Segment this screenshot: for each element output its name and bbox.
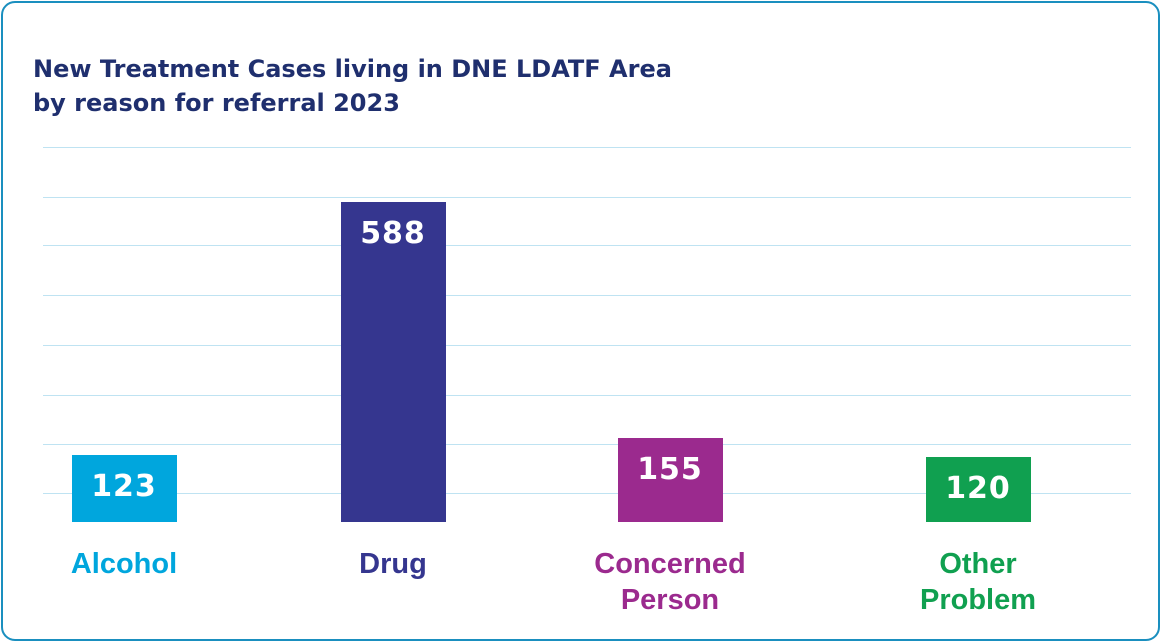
x-tick-label: Concerned Person — [594, 548, 746, 616]
x-tick-label: Alcohol — [70, 548, 178, 580]
grid-line — [43, 197, 1131, 198]
data-label: 120 — [945, 470, 1011, 506]
bar — [71, 455, 177, 522]
x-tick-label: Other Problem — [919, 548, 1037, 616]
grid-line — [43, 395, 1131, 396]
bar — [925, 456, 1031, 522]
grid-line — [43, 295, 1131, 296]
grid-line — [43, 493, 1131, 494]
bar — [617, 437, 723, 522]
data-label: 155 — [637, 451, 703, 487]
grid-line — [43, 444, 1131, 445]
grid-line — [43, 345, 1131, 346]
chart-title: New Treatment Cases living in DNE LDATF … — [33, 55, 672, 117]
data-label: 123 — [91, 469, 157, 505]
grid-line — [43, 147, 1131, 148]
grid-line — [43, 245, 1131, 246]
bar — [340, 201, 446, 522]
x-tick-label: Drug — [359, 548, 427, 580]
data-label: 588 — [360, 215, 426, 251]
